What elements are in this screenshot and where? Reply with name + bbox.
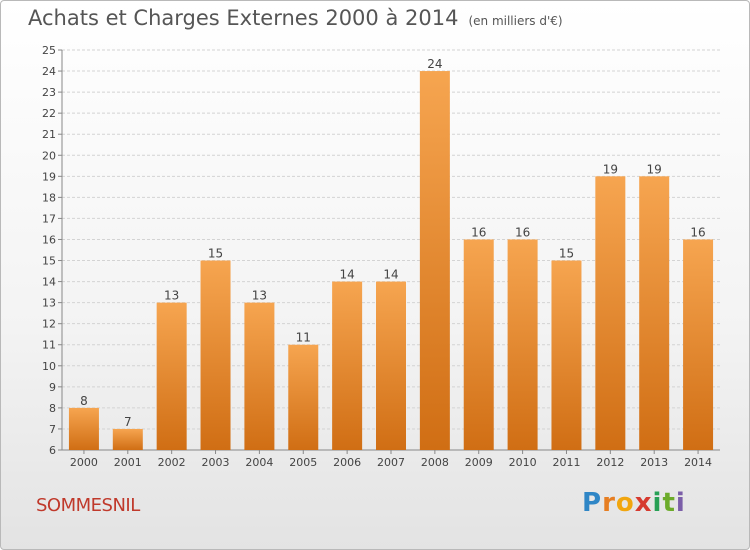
bar [288, 344, 319, 450]
bar [639, 176, 670, 450]
x-tick-label: 2003 [202, 456, 230, 469]
bar [68, 407, 99, 450]
bar [683, 239, 714, 450]
data-label: 16 [515, 225, 530, 239]
chart-title: Achats et Charges Externes 2000 à 2014 (e… [28, 6, 563, 30]
data-label: 19 [647, 162, 662, 176]
data-label: 11 [296, 331, 311, 345]
data-label: 15 [208, 247, 223, 261]
x-tick-label: 2006 [333, 456, 361, 469]
x-tick-label: 2004 [245, 456, 273, 469]
bar [595, 176, 626, 450]
y-tick-label: 13 [42, 297, 56, 310]
y-tick-label: 9 [49, 381, 56, 394]
logo-letter: r [602, 488, 616, 518]
y-tick-label: 18 [42, 191, 56, 204]
data-label: 7 [124, 415, 132, 429]
y-tick-label: 19 [42, 170, 56, 183]
data-label: 16 [471, 225, 486, 239]
chart-title-text: Achats et Charges Externes 2000 à 2014 [28, 6, 459, 30]
x-tick-label: 2009 [465, 456, 493, 469]
data-label: 19 [603, 162, 618, 176]
y-tick-label: 10 [42, 360, 56, 373]
bar [200, 260, 231, 450]
data-label: 13 [164, 289, 179, 303]
bar [507, 239, 538, 450]
x-tick-label: 2011 [552, 456, 580, 469]
data-label: 24 [427, 57, 442, 71]
y-tick-label: 11 [42, 339, 56, 352]
bar [112, 428, 143, 450]
logo-letter: o [615, 488, 635, 518]
y-tick-label: 23 [42, 86, 56, 99]
commune-name: SOMMESNIL [36, 495, 140, 516]
y-tick-label: 17 [42, 212, 56, 225]
y-tick-label: 24 [42, 65, 56, 78]
x-tick-label: 2002 [158, 456, 186, 469]
x-tick-label: 2013 [640, 456, 668, 469]
data-label: 16 [690, 225, 705, 239]
bar [551, 260, 582, 450]
y-tick-label: 20 [42, 149, 56, 162]
bar [244, 302, 275, 450]
y-tick-label: 7 [49, 423, 56, 436]
y-tick-label: 8 [49, 402, 56, 415]
x-tick-label: 2007 [377, 456, 405, 469]
data-label: 13 [252, 289, 267, 303]
data-label: 14 [339, 268, 354, 282]
x-tick-label: 2005 [289, 456, 317, 469]
y-tick-label: 25 [42, 44, 56, 57]
x-tick-label: 2012 [596, 456, 624, 469]
y-tick-label: 16 [42, 233, 56, 246]
logo-letter: i [652, 488, 663, 518]
x-tick-label: 2010 [509, 456, 537, 469]
bar [376, 281, 406, 450]
x-tick-label: 2000 [70, 456, 98, 469]
x-tick-label: 2014 [684, 456, 712, 469]
logo-letter: i [675, 488, 686, 518]
data-label: 14 [383, 268, 398, 282]
bar [463, 239, 494, 450]
unit-label: (en milliers d'€) [468, 14, 563, 28]
data-label: 15 [559, 247, 574, 261]
logo-letter: t [662, 488, 676, 518]
x-tick-label: 2001 [114, 456, 142, 469]
logo-letter: P [582, 488, 603, 518]
bar [419, 71, 450, 450]
y-tick-label: 12 [42, 318, 56, 331]
y-tick-label: 14 [42, 276, 56, 289]
data-label: 8 [80, 394, 88, 408]
y-tick-label: 21 [42, 128, 56, 141]
logo-letter: x [634, 488, 653, 518]
y-tick-label: 15 [42, 255, 56, 268]
proxiti-logo: Proxiti [582, 488, 686, 518]
x-tick-label: 2008 [421, 456, 449, 469]
y-tick-label: 22 [42, 107, 56, 120]
y-tick-label: 6 [49, 444, 56, 457]
bar [156, 302, 187, 450]
bar [332, 281, 363, 450]
